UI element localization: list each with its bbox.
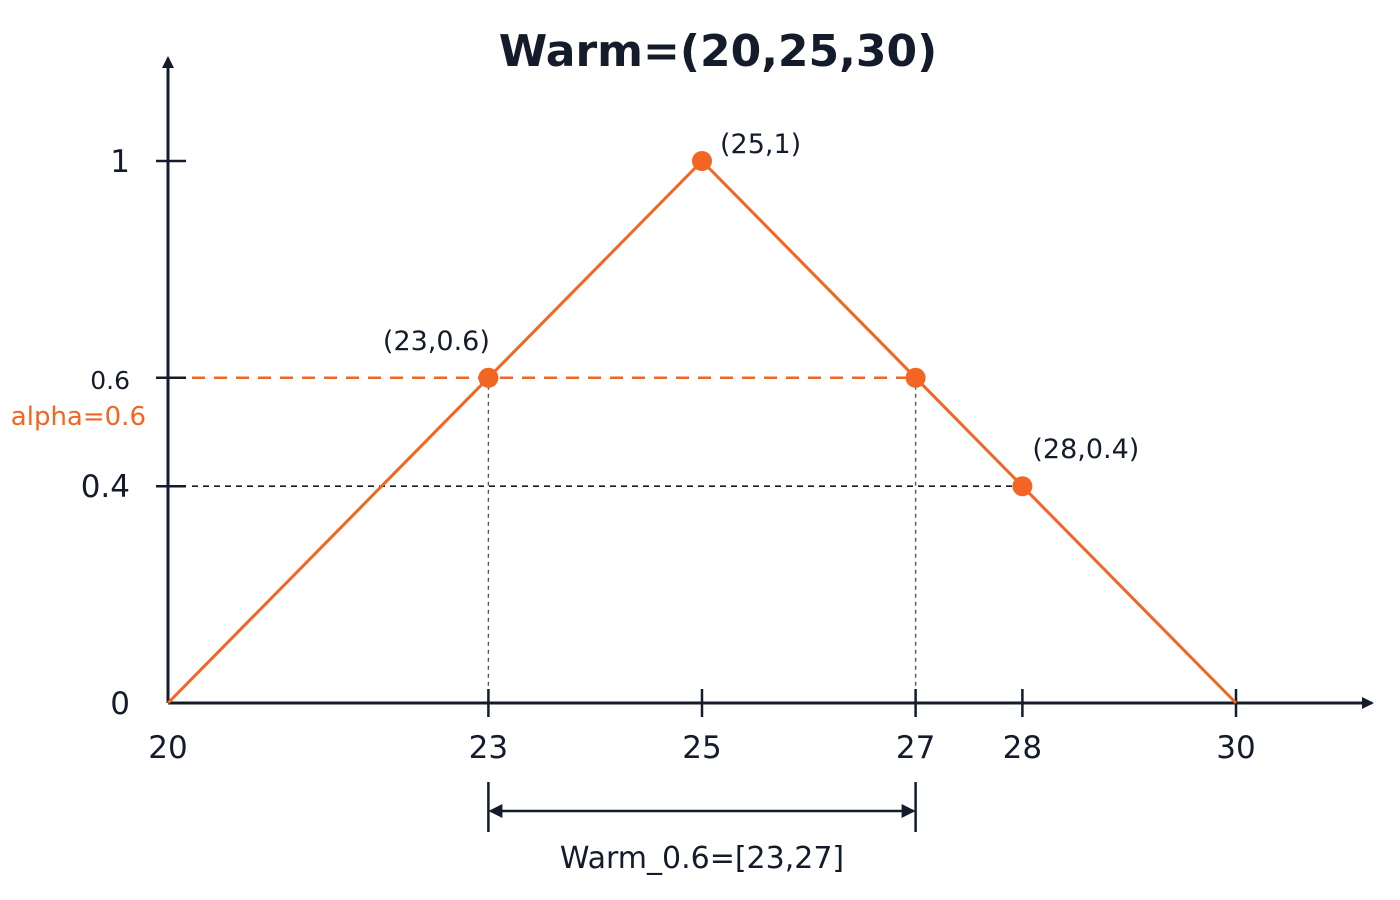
- series-layer: [166, 158, 1238, 705]
- x-tick-label-20: 20: [148, 730, 187, 766]
- point-label-23-0-6: (23,0.6): [383, 326, 490, 357]
- data-point-28-0-4: [1012, 476, 1033, 497]
- y-tick-label-0.4: 0.4: [81, 469, 130, 505]
- data-point-23-0-6: [478, 367, 499, 388]
- axes: [156, 56, 1374, 832]
- labels-layer: 20 23 25 27 28 30 0 0.4 0.6 1 alpha=0.6 (25,1) (23,0…: [11, 129, 1256, 876]
- point-label-28-0-4: (28,0.4): [1032, 434, 1139, 465]
- guide-lines: [192, 376, 1023, 703]
- point-label-25-1: (25,1): [720, 129, 801, 160]
- chart-title: Warm=(20,25,30): [499, 26, 937, 77]
- alpha-label: alpha=0.6: [11, 402, 146, 432]
- x-tick-label-23: 23: [469, 730, 508, 766]
- y-tick-label-1: 1: [110, 144, 130, 180]
- y-tick-label-0.6: 0.6: [90, 366, 130, 395]
- series-line-0: [166, 158, 1238, 705]
- points-layer: [478, 151, 1033, 497]
- data-point-25-1: [692, 151, 712, 171]
- x-tick-label-25: 25: [682, 730, 721, 766]
- y-tick-label-0: 0: [110, 686, 130, 722]
- x-tick-label-28: 28: [1003, 730, 1042, 766]
- interval-label: Warm_0.6=[23,27]: [560, 841, 844, 876]
- x-tick-label-30: 30: [1216, 730, 1255, 766]
- data-point-27-0-6: [905, 367, 926, 388]
- x-tick-label-27: 27: [896, 730, 935, 766]
